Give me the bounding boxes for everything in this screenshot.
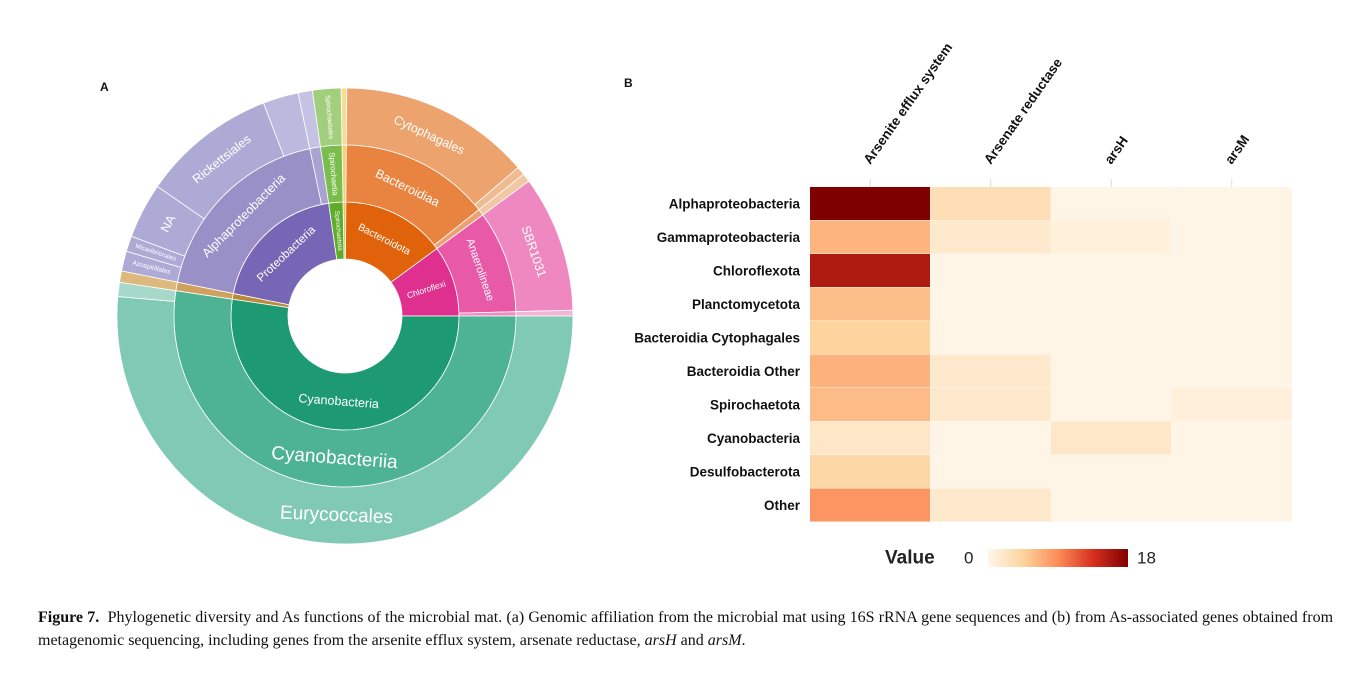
row-label-desulfobacterota: Desulfobacterota xyxy=(690,464,801,479)
heatmap-cell xyxy=(1171,254,1292,287)
sunburst-label-spirochaetota: Spirochaetota xyxy=(333,210,343,251)
heatmap-cell xyxy=(1051,488,1171,522)
sunburst-label-spirochaetales: Spirochaetales xyxy=(324,95,335,140)
heatmap-cell xyxy=(1051,321,1171,354)
heatmap-cell xyxy=(1051,455,1171,488)
heatmap-cell xyxy=(810,421,930,455)
column-header-arsenite-efflux-system: Arsenite efflux system xyxy=(860,40,955,167)
heatmap-cell xyxy=(930,220,1051,254)
heatmap-cell xyxy=(810,187,930,220)
heatmap-cell xyxy=(810,488,930,522)
heatmap-cell xyxy=(1051,254,1171,287)
heatmap-cell xyxy=(930,254,1051,287)
heatmap-cell xyxy=(930,455,1051,488)
heatmap-cell xyxy=(810,354,930,388)
row-label-bacteroidia-cytophagales: Bacteroidia Cytophagales xyxy=(634,330,800,345)
heatmap-cell xyxy=(1171,354,1292,388)
heatmap-cell xyxy=(810,321,930,354)
sunburst-chart: BacteroidotaBacteroidiaaCytophagalesChlo… xyxy=(116,87,574,545)
heatmap-cell xyxy=(1171,455,1292,488)
heatmap-cell xyxy=(930,488,1051,522)
row-label-chloroflexota: Chloroflexota xyxy=(713,263,800,278)
row-label-cyanobacteria: Cyanobacteria xyxy=(707,431,801,446)
sunburst-label-eurycoccales: Eurycoccales xyxy=(280,502,394,528)
caption-italic-arsm: arsM xyxy=(707,632,742,649)
heatmap-cell xyxy=(1171,388,1292,421)
heatmap-cell xyxy=(930,287,1051,321)
caption-text: . xyxy=(741,632,746,649)
heatmap-cell xyxy=(1171,488,1292,522)
row-label-planctomycetota: Planctomycetota xyxy=(692,297,801,312)
column-header-arsm: arsM xyxy=(1222,132,1252,166)
heatmap-cell xyxy=(1051,220,1171,254)
heatmap-cell xyxy=(1051,388,1171,421)
heatmap-cell xyxy=(1171,287,1292,321)
sunburst-segment-eurycoccales xyxy=(116,296,574,545)
row-label-gammaproteobacteria: Gammaproteobacteria xyxy=(657,230,801,245)
panel-b-label: B xyxy=(624,76,633,90)
heatmap-cell xyxy=(810,287,930,321)
heatmap-cell xyxy=(930,421,1051,455)
caption-text: Phylogenetic diversity and As functions … xyxy=(38,609,1334,649)
heatmap-cell xyxy=(1171,421,1292,455)
sunburst-label-spirochaetia: Spirochaetia xyxy=(327,152,340,197)
heatmap-cell xyxy=(930,388,1051,421)
heatmap-cell xyxy=(810,254,930,287)
heatmap-cell xyxy=(810,388,930,421)
heatmap-cell xyxy=(1171,187,1292,220)
row-label-other: Other xyxy=(764,498,801,513)
heatmap-chart: Arsenite efflux system Arsenate reductase… xyxy=(634,40,1292,569)
column-header-arsh: arsH xyxy=(1101,134,1131,167)
heatmap-cell xyxy=(1051,421,1171,455)
sunburst-label-cyanobacteria: Cyanobacteria xyxy=(298,391,379,411)
colorbar-max-label: 18 xyxy=(1137,549,1156,568)
sunburst-center-hole xyxy=(288,259,402,373)
panel-a-label: A xyxy=(100,80,109,94)
colorbar-title: Value xyxy=(885,548,935,569)
heatmap-cell xyxy=(1171,220,1292,254)
row-label-bacteroidia-other: Bacteroidia Other xyxy=(687,364,801,379)
caption-italic-arsh: arsH xyxy=(644,632,677,649)
figure-caption: Figure 7. Phylogenetic diversity and As … xyxy=(38,606,1333,652)
heatmap-cell xyxy=(930,187,1051,220)
heatmap-cell xyxy=(810,455,930,488)
caption-text: and xyxy=(676,632,708,649)
row-label-spirochaetota: Spirochaetota xyxy=(710,397,801,412)
heatmap-cell xyxy=(930,321,1051,354)
heatmap-cell xyxy=(1171,321,1292,354)
figure-label: Figure 7. xyxy=(38,609,100,626)
column-header-arsenate-reductase: Arsenate reductase xyxy=(981,55,1065,167)
colorbar-gradient xyxy=(988,549,1128,567)
heatmap-cell xyxy=(1051,187,1171,220)
heatmap-cell xyxy=(1051,287,1171,321)
sunburst-segment-spirochaetales xyxy=(311,87,343,148)
heatmap-cell xyxy=(810,220,930,254)
heatmap-cell xyxy=(1051,354,1171,388)
row-label-alphaproteobacteria: Alphaproteobacteria xyxy=(669,196,801,211)
heatmap-cell xyxy=(930,354,1051,388)
colorbar-min-label: 0 xyxy=(964,549,973,568)
